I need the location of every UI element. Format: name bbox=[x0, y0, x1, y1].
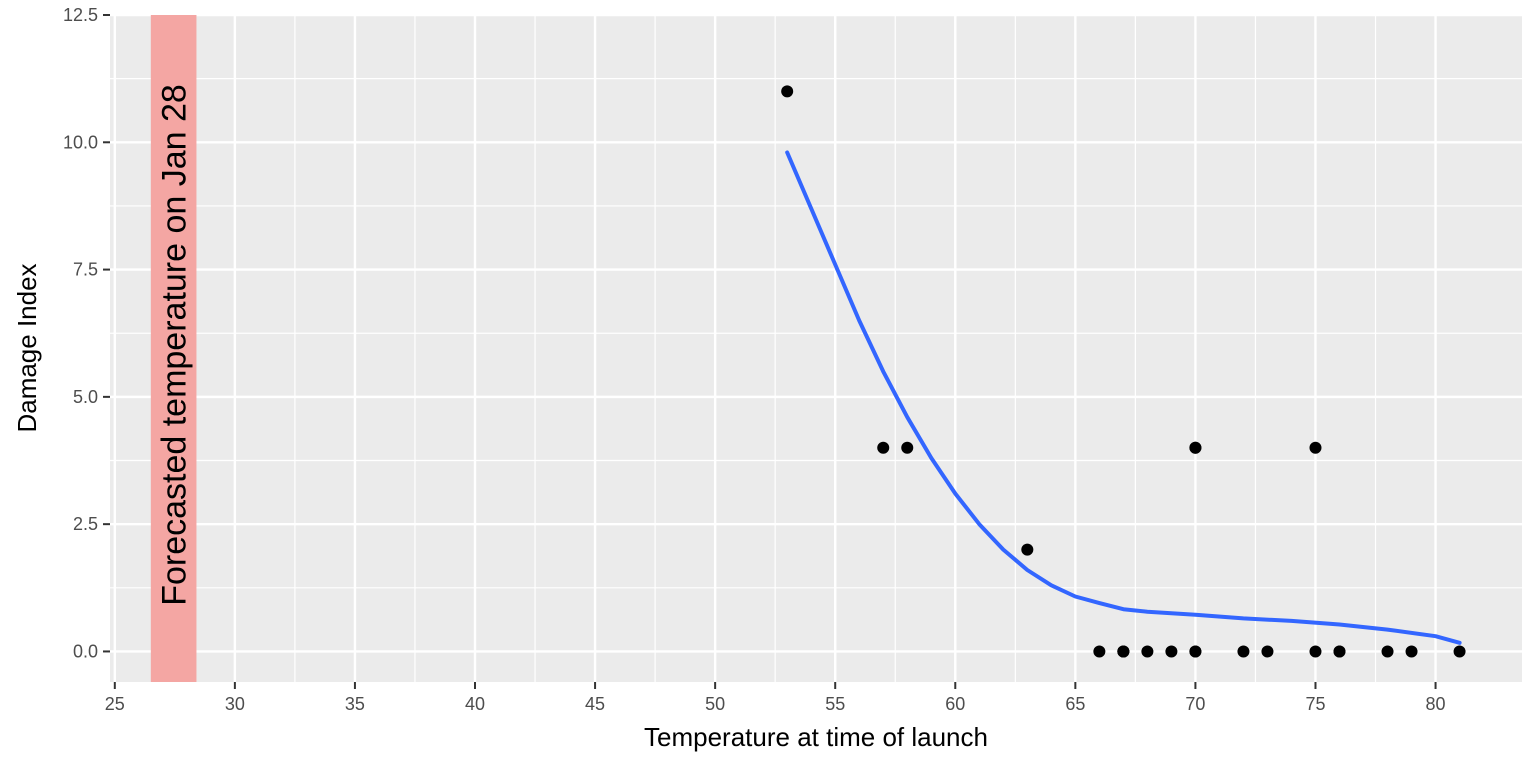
data-point bbox=[1021, 543, 1034, 556]
x-tick-label: 70 bbox=[1185, 694, 1205, 714]
y-axis-title: Damage Index bbox=[12, 263, 42, 432]
data-point bbox=[1189, 441, 1202, 454]
x-tick-label: 55 bbox=[825, 694, 845, 714]
x-tick-label: 80 bbox=[1426, 694, 1446, 714]
data-point bbox=[1405, 645, 1418, 658]
x-tick-label: 45 bbox=[585, 694, 605, 714]
y-tick-label: 5.0 bbox=[73, 387, 98, 407]
band-rect bbox=[150, 15, 197, 682]
data-point bbox=[1333, 645, 1346, 658]
data-point bbox=[1093, 645, 1106, 658]
y-tick-label: 0.0 bbox=[73, 641, 98, 661]
grid bbox=[110, 13, 1522, 682]
smooth-line bbox=[785, 150, 1462, 645]
scatter-points bbox=[781, 85, 1466, 658]
x-axis-title: Temperature at time of launch bbox=[644, 722, 988, 752]
x-tick-label: 60 bbox=[945, 694, 965, 714]
fit-line bbox=[785, 150, 1462, 645]
x-tick-label: 75 bbox=[1305, 694, 1325, 714]
plot-panel bbox=[110, 15, 1522, 682]
data-point bbox=[1237, 645, 1250, 658]
x-tick-label: 50 bbox=[705, 694, 725, 714]
x-tick-label: 35 bbox=[345, 694, 365, 714]
data-point bbox=[1117, 645, 1130, 658]
data-point bbox=[1141, 645, 1154, 658]
x-tick-label: 25 bbox=[105, 694, 125, 714]
data-point bbox=[1381, 645, 1394, 658]
data-point bbox=[901, 441, 914, 454]
data-point bbox=[1309, 645, 1322, 658]
data-point bbox=[781, 85, 794, 98]
x-tick-label: 40 bbox=[465, 694, 485, 714]
x-tick-label: 65 bbox=[1065, 694, 1085, 714]
y-tick-label: 2.5 bbox=[73, 514, 98, 534]
data-point bbox=[877, 441, 890, 454]
band-label: Forecasted temperature on Jan 28 bbox=[156, 84, 194, 606]
y-tick-label: 7.5 bbox=[73, 260, 98, 280]
highlight-band: Forecasted temperature on Jan 28 bbox=[150, 15, 197, 682]
data-point bbox=[1309, 441, 1322, 454]
x-tick-label: 30 bbox=[225, 694, 245, 714]
axes: 25 30 35 40 45 50 55 60 65 70 75 80 0.0 2.5 5.0 7.5 10.0… bbox=[63, 5, 1446, 714]
data-point bbox=[1165, 645, 1178, 658]
data-point bbox=[1189, 645, 1202, 658]
y-tick-label: 10.0 bbox=[63, 132, 98, 152]
y-tick-label: 12.5 bbox=[63, 5, 98, 25]
data-point bbox=[1453, 645, 1466, 658]
data-point bbox=[1261, 645, 1274, 658]
